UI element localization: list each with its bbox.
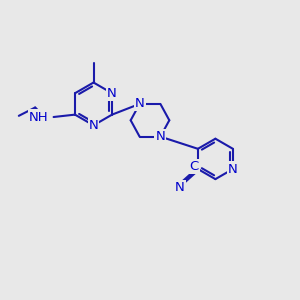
Text: N: N (175, 181, 185, 194)
Text: N: N (228, 163, 238, 176)
Text: N: N (135, 98, 145, 110)
Text: N: N (89, 119, 98, 132)
Text: NH: NH (28, 110, 48, 124)
Text: N: N (107, 87, 117, 100)
Text: C: C (190, 160, 199, 173)
Text: N: N (155, 130, 165, 143)
